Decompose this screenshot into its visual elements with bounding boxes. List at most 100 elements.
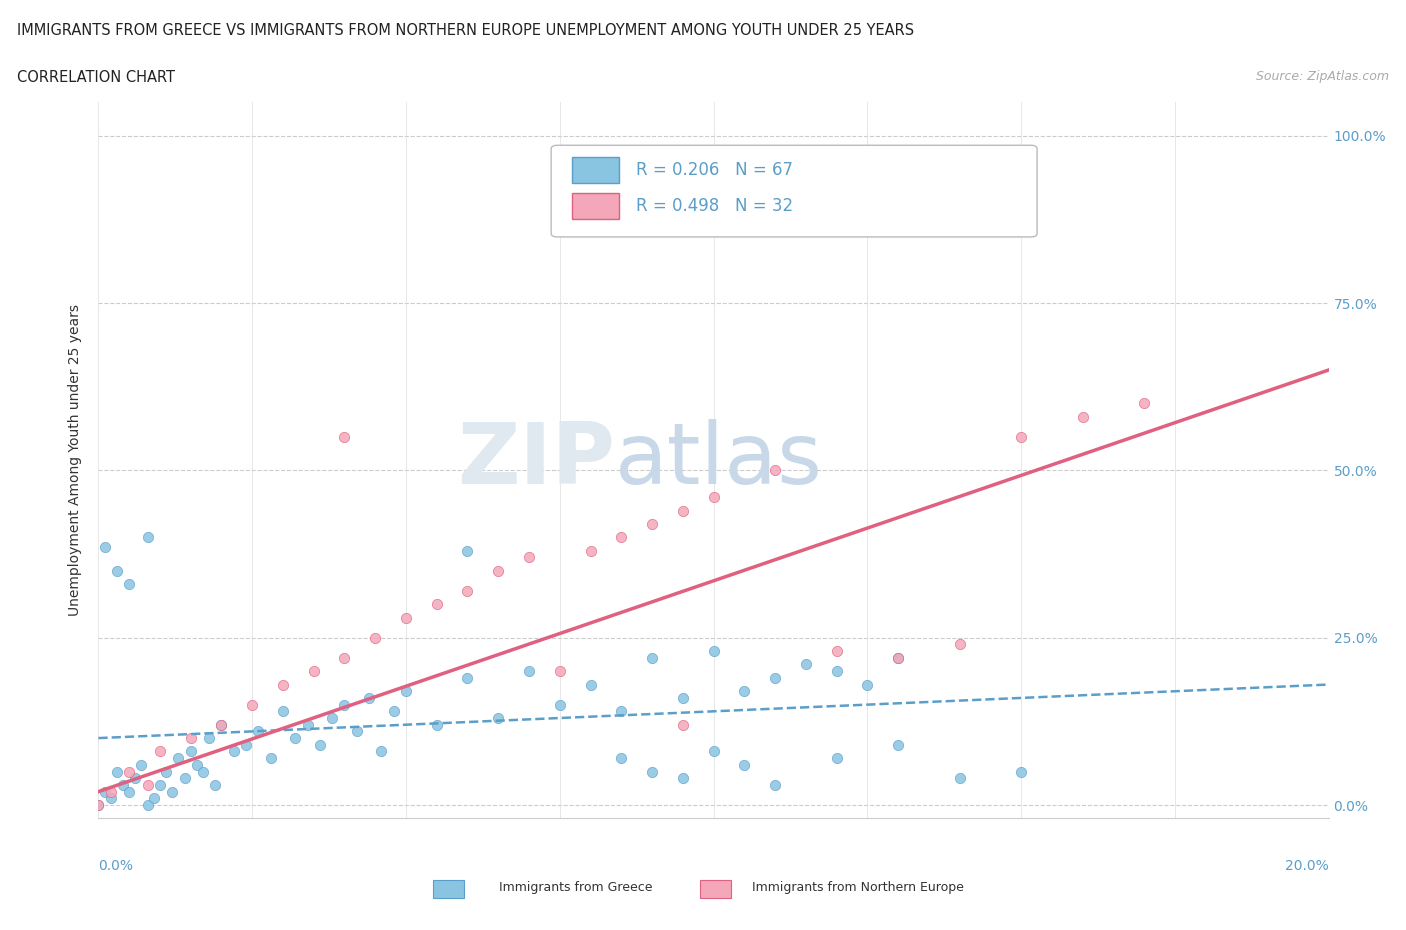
- Point: [548, 664, 571, 679]
- Point: [763, 463, 786, 478]
- Text: Immigrants from Greece: Immigrants from Greece: [499, 881, 652, 894]
- Point: [240, 698, 263, 712]
- FancyBboxPatch shape: [572, 157, 619, 183]
- Point: [271, 704, 294, 719]
- Point: [517, 550, 540, 565]
- Point: [610, 704, 633, 719]
- Point: [610, 530, 633, 545]
- Text: ZIP: ZIP: [457, 418, 616, 502]
- Point: [136, 530, 159, 545]
- Point: [162, 784, 183, 799]
- Point: [641, 764, 664, 779]
- Point: [426, 717, 449, 732]
- Point: [186, 757, 208, 772]
- Point: [105, 764, 128, 779]
- Text: IMMIGRANTS FROM GREECE VS IMMIGRANTS FROM NORTHERN EUROPE UNEMPLOYMENT AMONG YOU: IMMIGRANTS FROM GREECE VS IMMIGRANTS FRO…: [17, 23, 914, 38]
- Point: [395, 684, 418, 698]
- Point: [887, 650, 910, 665]
- Point: [302, 664, 325, 679]
- FancyBboxPatch shape: [572, 193, 619, 219]
- Point: [456, 671, 478, 685]
- Point: [142, 790, 165, 805]
- Point: [118, 764, 141, 779]
- Point: [1133, 396, 1156, 411]
- Point: [112, 777, 135, 792]
- Point: [100, 790, 122, 805]
- Point: [118, 577, 141, 591]
- Point: [346, 724, 368, 738]
- Point: [211, 717, 233, 732]
- Point: [887, 737, 910, 752]
- Point: [733, 757, 755, 772]
- Point: [167, 751, 190, 765]
- Point: [211, 717, 233, 732]
- Point: [672, 771, 695, 786]
- Point: [131, 757, 153, 772]
- Point: [222, 744, 245, 759]
- Point: [364, 631, 387, 645]
- Point: [672, 717, 695, 732]
- Point: [297, 717, 319, 732]
- Y-axis label: Unemployment Among Youth under 25 years: Unemployment Among Youth under 25 years: [69, 304, 83, 617]
- Point: [641, 516, 664, 531]
- Point: [333, 698, 356, 712]
- Point: [703, 744, 725, 759]
- Point: [763, 777, 786, 792]
- Point: [124, 771, 146, 786]
- Point: [100, 784, 122, 799]
- Point: [486, 711, 509, 725]
- Point: [149, 777, 172, 792]
- Point: [382, 704, 405, 719]
- Point: [395, 610, 418, 625]
- Point: [333, 650, 356, 665]
- Point: [105, 564, 128, 578]
- Point: [856, 677, 879, 692]
- Point: [579, 677, 602, 692]
- Point: [191, 764, 214, 779]
- Point: [87, 798, 110, 813]
- Point: [641, 650, 664, 665]
- Point: [486, 564, 509, 578]
- Point: [579, 543, 602, 558]
- Text: 20.0%: 20.0%: [1285, 858, 1329, 872]
- Point: [155, 764, 177, 779]
- Point: [136, 777, 159, 792]
- Point: [887, 650, 910, 665]
- Point: [426, 597, 449, 612]
- Text: 0.0%: 0.0%: [98, 858, 134, 872]
- Point: [370, 744, 392, 759]
- Point: [763, 671, 786, 685]
- Point: [357, 690, 380, 705]
- Point: [204, 777, 226, 792]
- Point: [93, 540, 115, 555]
- Point: [309, 737, 332, 752]
- Point: [118, 784, 141, 799]
- Point: [235, 737, 257, 752]
- Text: Source: ZipAtlas.com: Source: ZipAtlas.com: [1256, 70, 1389, 83]
- Point: [284, 731, 307, 746]
- Point: [672, 690, 695, 705]
- Point: [180, 731, 202, 746]
- Point: [825, 644, 848, 658]
- Point: [456, 583, 478, 598]
- Point: [271, 677, 294, 692]
- Point: [198, 731, 221, 746]
- Text: R = 0.206   N = 67: R = 0.206 N = 67: [636, 161, 793, 179]
- Point: [610, 751, 633, 765]
- Point: [173, 771, 195, 786]
- Point: [949, 771, 972, 786]
- Point: [247, 724, 270, 738]
- Point: [1010, 430, 1032, 445]
- Point: [703, 644, 725, 658]
- Point: [1071, 409, 1094, 424]
- Point: [949, 637, 972, 652]
- Text: atlas: atlas: [616, 418, 823, 502]
- Point: [1010, 764, 1032, 779]
- Point: [733, 684, 755, 698]
- Point: [703, 490, 725, 505]
- Point: [672, 503, 695, 518]
- Point: [333, 430, 356, 445]
- Point: [321, 711, 343, 725]
- Text: Immigrants from Northern Europe: Immigrants from Northern Europe: [752, 881, 965, 894]
- Point: [794, 657, 817, 671]
